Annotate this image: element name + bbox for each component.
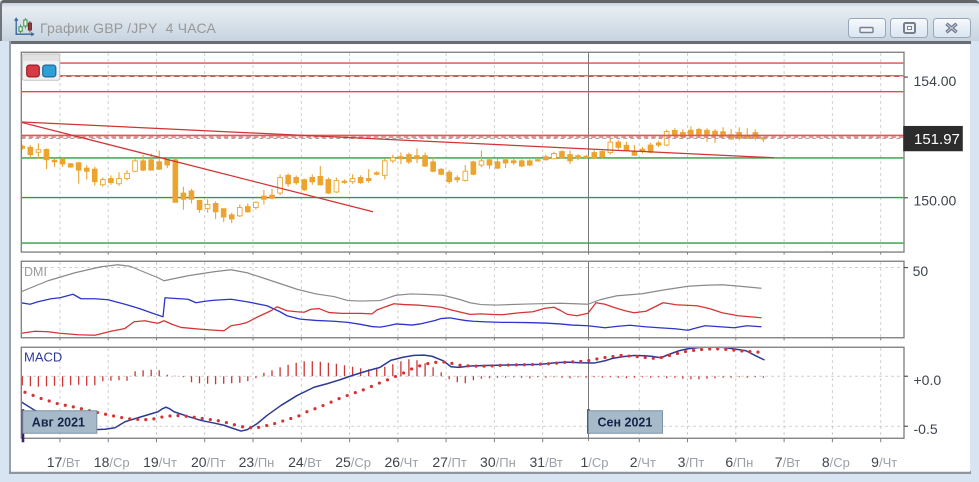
svg-text:Авг 2021: Авг 2021 [32,415,85,429]
svg-text:20/Пт: 20/Пт [191,453,226,469]
svg-text:1/Ср: 1/Ср [580,453,608,469]
svg-text:23/Пн: 23/Пн [239,453,275,469]
svg-text:151.97: 151.97 [914,131,960,148]
svg-text:6/Пн: 6/Пн [725,453,753,469]
svg-text:-0.5: -0.5 [914,421,938,437]
svg-text:MACD: MACD [24,349,62,364]
svg-text:26/Чт: 26/Чт [384,453,418,469]
svg-text:19/Чт: 19/Чт [143,453,177,469]
svg-text:Сен 2021: Сен 2021 [598,415,653,429]
svg-text:17/Вт: 17/Вт [47,453,80,469]
svg-text:50: 50 [913,262,929,278]
svg-text:24/Вт: 24/Вт [288,453,321,469]
svg-text:9/Чт: 9/Чт [871,453,897,469]
svg-text:7/Вт: 7/Вт [775,453,801,469]
svg-text:3/Пт: 3/Пт [678,453,705,469]
svg-text:DMI: DMI [24,264,47,278]
svg-text:30/Пн: 30/Пн [480,453,516,469]
svg-text:27/Пт: 27/Пт [432,453,467,469]
svg-text:150.00: 150.00 [914,192,957,208]
svg-text:18/Ср: 18/Ср [94,453,130,469]
svg-text:154.00: 154.00 [914,72,957,88]
svg-text:+0.0: +0.0 [914,372,942,388]
svg-text:25/Ср: 25/Ср [335,453,371,469]
svg-text:31/Вт: 31/Вт [530,453,563,469]
svg-text:8/Ср: 8/Ср [822,453,850,469]
svg-text:2/Чт: 2/Чт [630,453,656,469]
